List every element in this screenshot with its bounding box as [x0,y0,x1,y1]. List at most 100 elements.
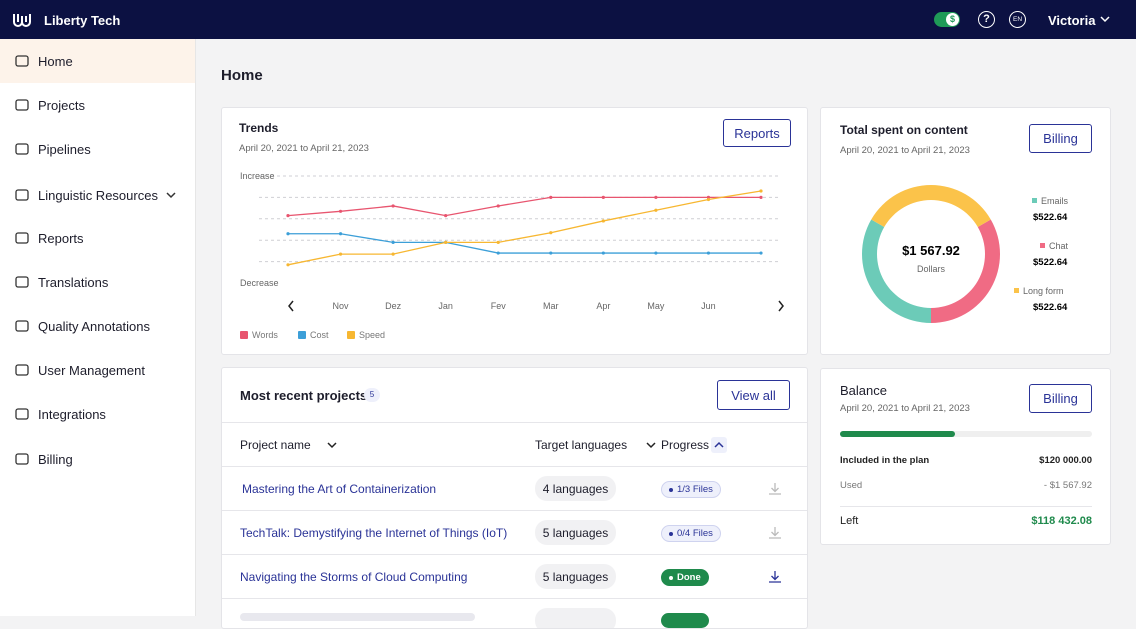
nav-label: Reports [38,230,84,246]
nav-label: User Management [38,362,145,378]
download-icon[interactable] [768,526,782,540]
project-link[interactable]: TechTalk: Demystifying the Internet of T… [240,526,508,540]
download-path [769,527,781,539]
language[interactable]: EN [1009,11,1026,28]
point [338,252,343,256]
balance-label: Included in the plan [840,455,930,466]
line [287,196,761,217]
billing-button[interactable]: Billing [1029,384,1092,413]
prev-arrow[interactable] [288,300,294,312]
billing-button[interactable]: Billing [1029,124,1092,153]
nav-item[interactable]: Integrations [0,392,195,436]
nav-icon [15,408,29,420]
point [706,197,711,202]
placeholder [661,613,709,628]
value-label: $522.64 [1033,212,1068,223]
language-pill: 4 languages [535,476,616,501]
reports-button[interactable]: Reports [723,119,791,147]
status-dot [669,575,673,580]
card-title: Most recent projects [240,388,368,403]
top-bar: Liberty Tech $ ? EN Victoria [0,0,1136,39]
point [654,208,658,212]
nav-item[interactable]: Home [0,39,195,83]
legend-label: Long form [1023,286,1064,296]
progress-label: 0/4 Files [677,528,713,539]
legend-swatch [347,331,355,339]
language-pill: 5 languages [535,520,616,545]
legend-swatch [1032,198,1037,203]
sort-icon[interactable] [324,437,340,453]
trends-card: Trends April 20, 2021 to April 21, 2023 … [221,107,808,355]
language-pill: 5 languages [535,564,616,589]
legend-swatch [1040,243,1045,248]
point [496,251,500,255]
spent-card: Total spent on content April 20, 2021 to… [820,107,1111,355]
icon-shape [15,453,29,465]
help-icon[interactable]: ? [978,11,995,28]
count-badge: 5 [364,388,380,402]
point [654,195,658,199]
center-label: Dollars [917,264,946,274]
point [286,213,290,218]
download-path [769,483,781,495]
card-title: Balance [840,383,887,398]
point [444,240,448,244]
balance-value: $118 432.08 [1031,515,1092,527]
nav-item[interactable]: Quality Annotations [0,304,195,348]
progress-fill [840,431,955,437]
project-link[interactable]: Navigating the Storms of Cloud Computing [240,570,468,584]
column-header[interactable]: Target languages [535,438,628,452]
x-tick-label: Dez [385,301,402,311]
nav-icon [15,364,29,376]
card-subtitle: April 20, 2021 to April 21, 2023 [840,403,970,414]
icon-shape [15,189,29,201]
nav-label: Billing [38,451,73,467]
donut-chart: $1 567.92 Dollars Emails $522.64 Chat $522.64… [862,185,1069,323]
download-icon[interactable] [768,570,782,584]
nav-item[interactable]: Billing [0,437,195,481]
point [654,251,658,255]
divider [840,506,1092,507]
x-tick-label: Jan [438,301,453,311]
nav-item[interactable]: Projects [0,83,195,127]
nav-item[interactable]: Pipelines [0,127,195,171]
next-arrow[interactable] [778,300,784,312]
line [288,233,761,254]
balance-label: Used [840,480,863,491]
toggle[interactable]: $ [934,12,960,27]
status-dot [669,531,673,536]
project-link[interactable]: Mastering the Art of Containerization [242,482,437,496]
x-tick-label: Apr [596,301,610,311]
chevron-path [714,441,724,448]
sort-icon[interactable] [643,437,659,453]
legend-label: Emails [1041,196,1069,206]
point [338,232,343,236]
brand: Liberty Tech [44,13,121,28]
nav-item[interactable]: Reports [0,216,195,260]
nav-label: Pipelines [38,141,91,157]
toggle-icon: $ [946,13,959,26]
center-value: $1 567.92 [902,243,960,258]
legend-label: Words [252,330,278,340]
nav-item[interactable]: User Management [0,348,195,392]
user-name[interactable]: Victoria [1048,13,1096,28]
column-header[interactable]: Progress [661,438,710,452]
download-icon[interactable] [768,482,782,496]
nav-item[interactable]: Translations [0,260,195,304]
column-header[interactable]: Project name [240,438,311,452]
y-tick-label: Decrease [240,278,279,288]
point [706,251,711,255]
icon-shape [15,320,29,332]
point [391,252,395,256]
x-tick-label: May [647,301,665,311]
placeholder [535,608,616,628]
point [338,209,343,213]
point [549,251,553,255]
card-title: Trends [239,121,279,135]
view-all-button[interactable]: View all [717,380,790,410]
sort-icon[interactable] [711,437,727,453]
nav-item[interactable]: Linguistic Resources [0,173,195,217]
y-tick-label: Increase [240,171,275,181]
point [601,219,605,223]
